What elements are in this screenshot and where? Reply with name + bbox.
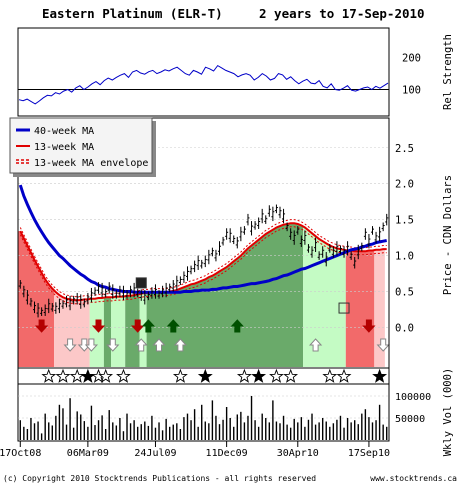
open-star-icon (336, 368, 352, 383)
solid-down-arrow-icon (131, 319, 145, 333)
footer-site: www.stocktrends.ca (370, 474, 457, 483)
open-down-arrow-icon (63, 338, 77, 352)
rs-tick-label: 200 (402, 53, 421, 65)
x-tick-label: 11Dec09 (206, 448, 248, 459)
legend-label-ma13: 13-week MA (34, 142, 94, 153)
open-star-icon (236, 368, 252, 383)
solid-up-arrow-icon (141, 319, 156, 333)
chart-period: 2 years to 17-Sep-2010 (259, 6, 425, 21)
x-tick-label: 06Mar09 (67, 448, 109, 459)
volume-panel-frame (17, 383, 390, 442)
solid-up-arrow-icon (230, 319, 244, 333)
trend-zone-9 (345, 249, 376, 367)
legend: 40-week MA 13-week MA 13-week MA envelop… (9, 117, 156, 177)
open-star-icon (322, 368, 338, 383)
open-star-icon (283, 368, 299, 383)
legend-box (9, 117, 153, 174)
legend-label-envelope: 13-week MA envelope (34, 158, 148, 169)
x-tick-label: 24Jul09 (134, 448, 176, 459)
trend-zone-4 (111, 295, 127, 367)
price-tick-label: 0.5 (395, 287, 414, 299)
open-star-icon (116, 368, 131, 383)
open-star-icon (98, 368, 114, 383)
price-tick-label: 2.5 (395, 143, 414, 155)
trend-zone-5 (125, 293, 142, 367)
solid-up-arrow-icon (166, 319, 180, 333)
trend-zone-7 (146, 223, 305, 367)
open-up-arrow-icon (152, 338, 166, 352)
solid-down-arrow-icon (91, 319, 106, 333)
solid-star-icon (372, 368, 388, 383)
signal-arrows (34, 277, 390, 352)
open-star-icon (41, 368, 57, 383)
open-star-icon (172, 368, 188, 383)
trend-zone-3 (103, 297, 113, 367)
rs-panel-frame (17, 27, 390, 117)
ma13-line (19, 222, 387, 302)
price-tick-label: 2.0 (395, 179, 414, 191)
open-up-arrow-icon (173, 338, 188, 352)
price-tick-label: 1.5 (395, 215, 414, 227)
volume-tick-label: 100000 (395, 392, 431, 403)
x-tick-label: 17Oct08 (0, 448, 41, 459)
rs-axis-title: Rel Strength (442, 34, 454, 110)
rs-line (18, 64, 389, 105)
axes: 0.0 0.5 1.0 1.5 2.0 2.5 50000 100000 Rel Strengt… (0, 34, 454, 459)
rs-panel (18, 64, 389, 105)
open-up-arrow-icon (134, 338, 148, 352)
trend-zone-2 (89, 297, 106, 367)
footer-copyright: (c) Copyright 2010 Stocktrends Publicati… (3, 474, 316, 483)
price-tick-label: 1.0 (395, 251, 414, 263)
open-down-arrow-icon (77, 338, 91, 352)
rs-tick-label: 100 (402, 85, 421, 97)
open-star-icon (269, 368, 284, 383)
chart-title: Eastern Platinum (ELR-T) (42, 6, 223, 21)
solid-star-icon (251, 368, 267, 383)
price-lines (18, 184, 387, 305)
solid-box-icon (135, 277, 147, 289)
x-tick-label: 17Sep10 (348, 448, 390, 459)
x-tick-label: 30Apr10 (277, 448, 319, 459)
solid-star-icon (197, 368, 213, 383)
open-up-arrow-icon (308, 338, 323, 352)
volume-tick-label: 50000 (395, 414, 425, 425)
trend-zone-0 (18, 231, 56, 367)
volume-panel (18, 395, 389, 440)
open-down-arrow-icon (376, 338, 390, 352)
trend-zone-8 (303, 227, 348, 367)
price-axis-title: Price - CDN Dollars (442, 175, 454, 295)
price-bars (18, 204, 389, 318)
trend-zones (18, 223, 387, 367)
open-box-icon (338, 302, 350, 314)
ma40-line (18, 184, 387, 294)
stars-row (41, 368, 388, 383)
trend-zone-10 (374, 249, 387, 367)
price-tick-label: 0.0 (395, 322, 414, 334)
open-down-arrow-icon (84, 338, 99, 352)
open-down-arrow-icon (106, 338, 120, 352)
solid-down-arrow-icon (34, 319, 49, 333)
legend-label-ma40: 40-week MA (34, 126, 94, 137)
volume-axis-title: Wkly Vol (000) (442, 368, 454, 457)
solid-down-arrow-icon (362, 319, 376, 333)
open-star-icon (55, 368, 71, 383)
